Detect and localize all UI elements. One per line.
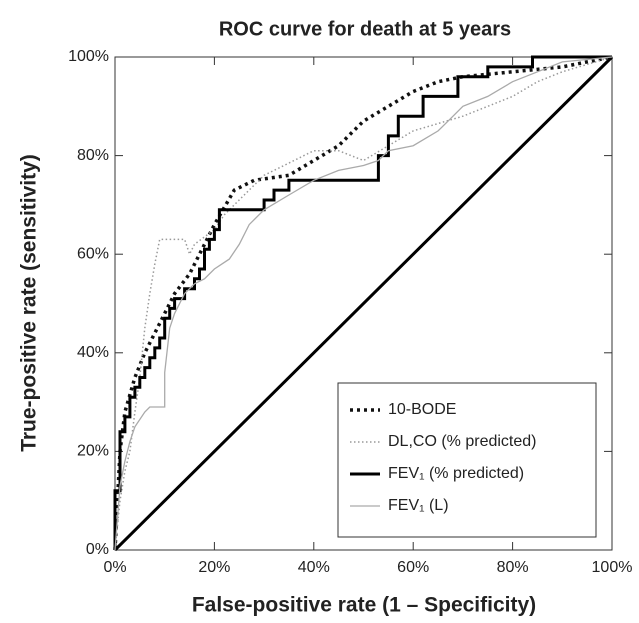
legend-box (337, 382, 597, 538)
x-tick-label: 100% (592, 559, 633, 576)
x-tick-label: 80% (497, 559, 529, 576)
roc-curve (114, 56, 613, 551)
plot-frame (114, 56, 613, 551)
legend-label: FEV₁ (L) (388, 497, 449, 514)
y-tick-label: 80% (77, 147, 109, 164)
roc-curve (113, 55, 612, 550)
y-tick-label: 40% (77, 344, 109, 361)
legend: 10-BODE DL,CO (% predicted) FEV₁ (% predic… (337, 382, 597, 538)
y-tick-label: 0% (86, 541, 109, 558)
legend-label: FEV₁ (% predicted) (388, 465, 524, 482)
x-tick-label: 40% (298, 559, 330, 576)
legend-label: DL,CO (% predicted) (388, 433, 537, 450)
chart-title: ROC curve for death at 5 years (219, 18, 511, 40)
x-tick-label: 0% (103, 559, 126, 576)
x-tick-label: 20% (198, 559, 230, 576)
legend-label: 10-BODE (388, 401, 456, 418)
x-axis-label: False-positive rate (1 – Specificity) (192, 594, 536, 617)
y-tick-label: 20% (77, 443, 109, 460)
x-tick-label: 60% (397, 559, 429, 576)
y-axis-label: True-positive rate (sensitivity) (18, 154, 41, 452)
y-tick-label: 100% (68, 48, 109, 65)
y-tick-label: 60% (77, 245, 109, 262)
reference-diagonal (113, 55, 614, 552)
